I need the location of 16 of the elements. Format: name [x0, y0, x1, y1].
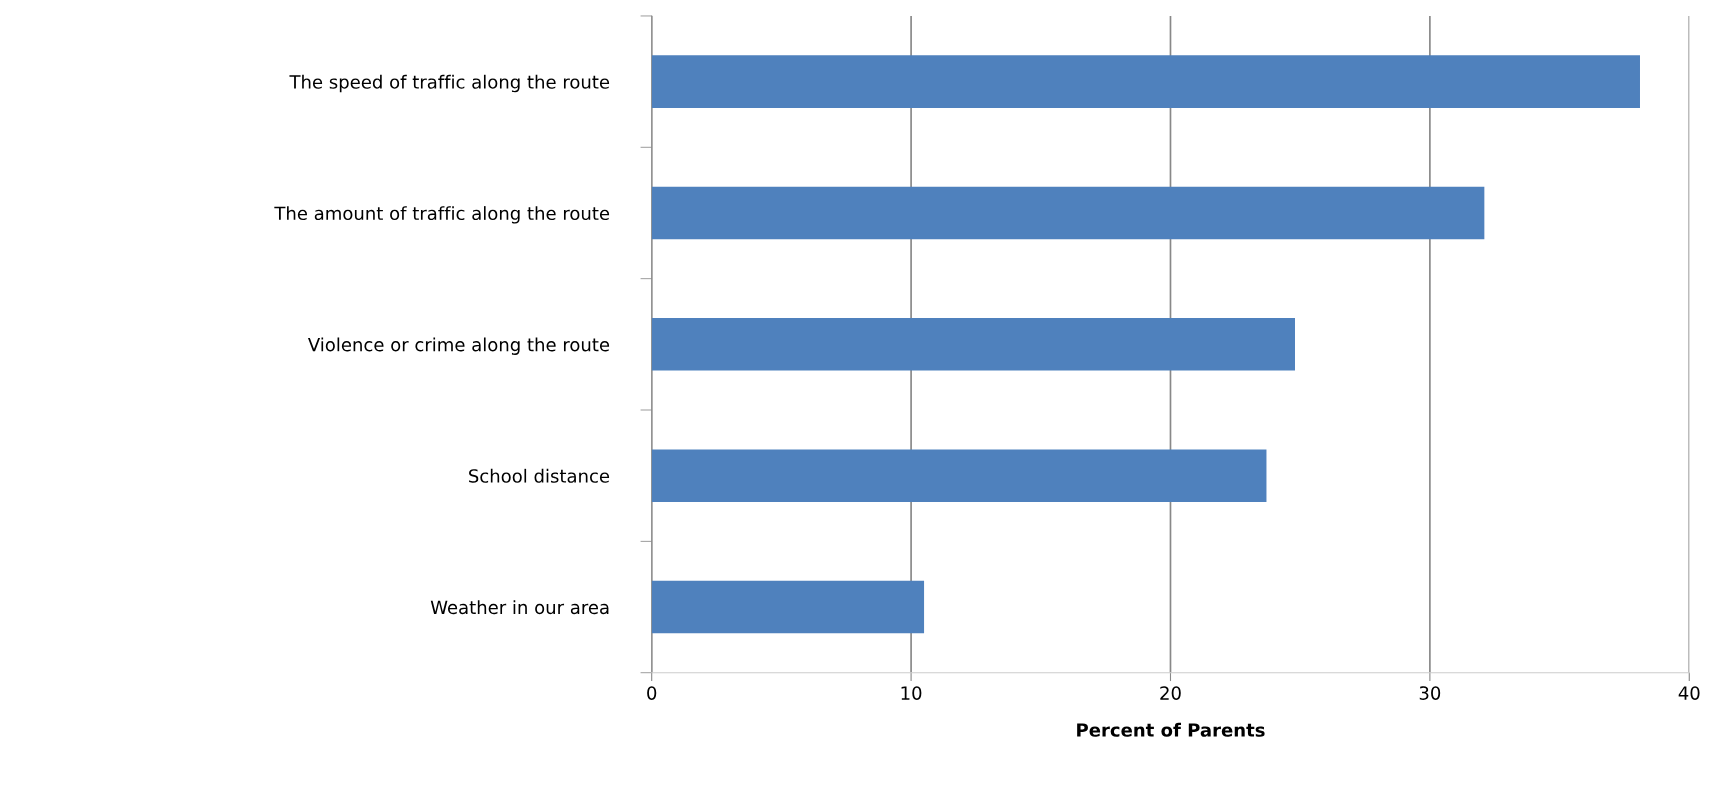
bar	[651, 449, 1267, 502]
bar	[651, 55, 1640, 108]
x-tick-label: 40	[1678, 686, 1700, 700]
x-tick-label: 0	[647, 686, 657, 700]
x-tick-label: 30	[1419, 686, 1441, 700]
x-tick-label: 20	[1160, 686, 1181, 700]
y-tick-label: Violence or crime along the route	[307, 337, 610, 355]
y-tick-label: Weather in our area	[430, 600, 609, 615]
y-tick-label: School distance	[469, 468, 610, 483]
bar	[651, 580, 925, 634]
y-tick-label: The speed of traffic along the route	[289, 74, 610, 93]
x-tick-label: 10	[901, 686, 922, 700]
bar	[651, 318, 1295, 371]
y-tick-label: The amount of traffic along the route	[274, 206, 610, 224]
bar	[651, 186, 1485, 240]
x-axis-title: Percent of Parents	[1077, 722, 1265, 737]
